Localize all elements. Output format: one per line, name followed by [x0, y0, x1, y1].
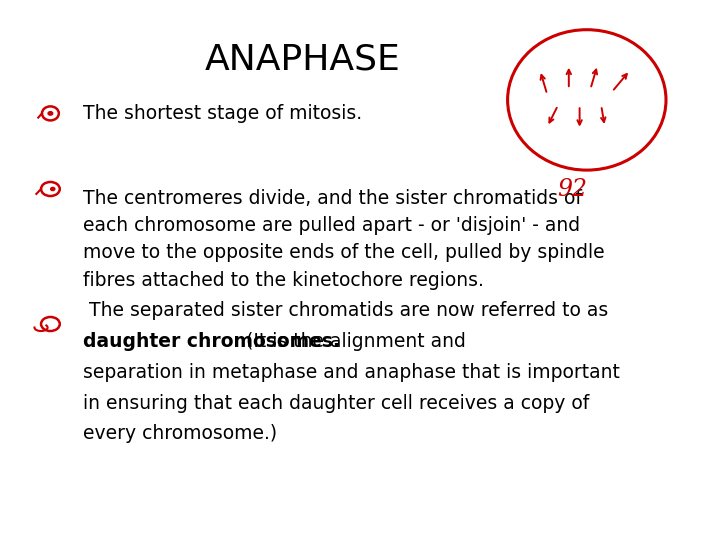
Text: The centromeres divide, and the sister chromatids of
each chromosome are pulled : The centromeres divide, and the sister c… [83, 189, 604, 290]
Ellipse shape [48, 112, 53, 115]
Text: ANAPHASE: ANAPHASE [204, 43, 400, 76]
Text: The separated sister chromatids are now referred to as: The separated sister chromatids are now … [83, 301, 608, 320]
Text: separation in metaphase and anaphase that is important: separation in metaphase and anaphase tha… [83, 363, 620, 382]
Text: The shortest stage of mitosis.: The shortest stage of mitosis. [83, 104, 362, 123]
Text: 92: 92 [557, 178, 588, 201]
Text: in ensuring that each daughter cell receives a copy of: in ensuring that each daughter cell rece… [83, 394, 589, 413]
Ellipse shape [50, 187, 55, 191]
Text: daughter chromosomes.: daughter chromosomes. [83, 332, 340, 351]
Text: every chromosome.): every chromosome.) [83, 424, 277, 443]
Text: (It is the alignment and: (It is the alignment and [240, 332, 466, 351]
